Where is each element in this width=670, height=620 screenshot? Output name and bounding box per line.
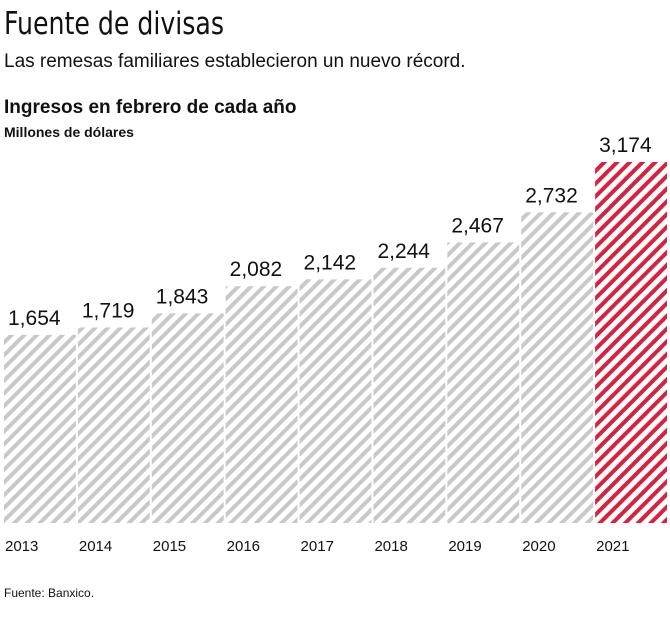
x-tick-label: 2017 xyxy=(301,538,334,555)
bar xyxy=(447,242,520,523)
x-tick-label: 2020 xyxy=(522,538,555,555)
value-label: 2,732 xyxy=(525,184,578,207)
bar xyxy=(4,334,76,523)
subtitle: Las remesas familiares establecieron un … xyxy=(4,51,466,72)
source: Fuente: Banxico. xyxy=(4,586,94,600)
x-tick-label: 2013 xyxy=(5,538,38,555)
bar xyxy=(373,267,446,523)
x-tick-label: 2015 xyxy=(153,538,186,555)
chart-title: Ingresos en febrero de cada año xyxy=(4,97,296,118)
title: Fuente de divisas xyxy=(4,6,224,42)
value-label: 2,082 xyxy=(230,258,283,281)
x-tick-label: 2014 xyxy=(79,538,112,555)
value-label: 2,467 xyxy=(451,214,504,237)
bar xyxy=(151,313,224,523)
value-label: 2,142 xyxy=(304,251,357,274)
bar xyxy=(77,327,150,523)
y-label: Millones de dólares xyxy=(4,124,134,140)
bar xyxy=(595,162,667,523)
value-label: 3,174 xyxy=(599,134,652,157)
value-label: 1,843 xyxy=(156,285,209,308)
bar xyxy=(521,212,594,523)
value-label: 1,654 xyxy=(8,307,61,330)
bar xyxy=(299,279,372,523)
bar xyxy=(225,286,298,523)
x-tick-label: 2021 xyxy=(596,538,629,555)
value-label: 1,719 xyxy=(82,299,135,322)
x-tick-label: 2016 xyxy=(227,538,260,555)
x-tick-label: 2019 xyxy=(448,538,481,555)
value-label: 2,244 xyxy=(377,240,430,263)
x-tick-label: 2018 xyxy=(374,538,407,555)
